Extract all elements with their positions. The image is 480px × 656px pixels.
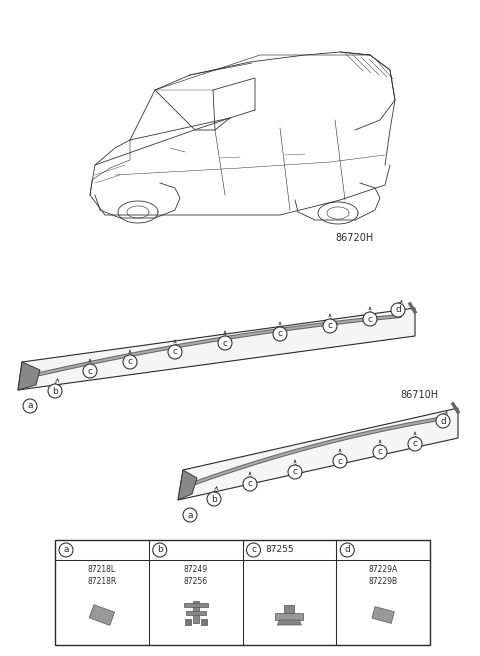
Circle shape — [323, 319, 337, 333]
Circle shape — [23, 399, 37, 413]
Text: a: a — [27, 401, 33, 411]
Polygon shape — [18, 362, 40, 390]
Polygon shape — [284, 605, 294, 613]
Circle shape — [288, 465, 302, 479]
Text: c: c — [128, 358, 132, 367]
Text: d: d — [395, 306, 401, 314]
Text: 87218L
87218R: 87218L 87218R — [87, 565, 117, 586]
Circle shape — [123, 355, 137, 369]
Polygon shape — [18, 308, 415, 390]
Circle shape — [408, 437, 422, 451]
Circle shape — [373, 445, 387, 459]
Text: c: c — [277, 329, 283, 338]
Polygon shape — [89, 605, 115, 625]
Text: c: c — [223, 338, 228, 348]
Text: 87255: 87255 — [265, 546, 294, 554]
Circle shape — [48, 384, 62, 398]
Circle shape — [391, 303, 405, 317]
Text: d: d — [344, 546, 350, 554]
Text: c: c — [337, 457, 343, 466]
Circle shape — [207, 492, 221, 506]
Polygon shape — [185, 619, 191, 625]
Text: c: c — [377, 447, 383, 457]
Circle shape — [183, 508, 197, 522]
Polygon shape — [277, 620, 301, 625]
Text: c: c — [248, 480, 252, 489]
Text: b: b — [211, 495, 217, 504]
Circle shape — [363, 312, 377, 326]
Text: d: d — [440, 417, 446, 426]
Circle shape — [59, 543, 73, 557]
Text: c: c — [368, 314, 372, 323]
Text: 86710H: 86710H — [400, 390, 438, 400]
Polygon shape — [178, 408, 458, 500]
Polygon shape — [192, 601, 199, 623]
Circle shape — [436, 414, 450, 428]
Circle shape — [273, 327, 287, 341]
Text: b: b — [52, 386, 58, 396]
Polygon shape — [276, 613, 303, 620]
Text: c: c — [87, 367, 93, 375]
Text: 86720H: 86720H — [335, 233, 373, 243]
Text: 87249
87256: 87249 87256 — [183, 565, 208, 586]
Text: c: c — [327, 321, 333, 331]
Text: a: a — [187, 510, 193, 520]
Polygon shape — [372, 607, 395, 623]
Polygon shape — [184, 603, 208, 607]
Bar — [55, 540, 430, 645]
Text: c: c — [292, 468, 298, 476]
Circle shape — [153, 543, 167, 557]
Circle shape — [247, 543, 261, 557]
Polygon shape — [178, 470, 197, 500]
Circle shape — [333, 454, 347, 468]
Circle shape — [168, 345, 182, 359]
Text: 87229A
87229B: 87229A 87229B — [369, 565, 398, 586]
Polygon shape — [201, 619, 206, 625]
Text: b: b — [157, 546, 163, 554]
Text: c: c — [412, 440, 418, 449]
Circle shape — [243, 477, 257, 491]
Text: c: c — [172, 348, 178, 356]
Polygon shape — [186, 611, 205, 615]
Text: a: a — [63, 546, 69, 554]
Circle shape — [83, 364, 97, 378]
Circle shape — [340, 543, 354, 557]
Text: c: c — [251, 546, 256, 554]
Circle shape — [218, 336, 232, 350]
